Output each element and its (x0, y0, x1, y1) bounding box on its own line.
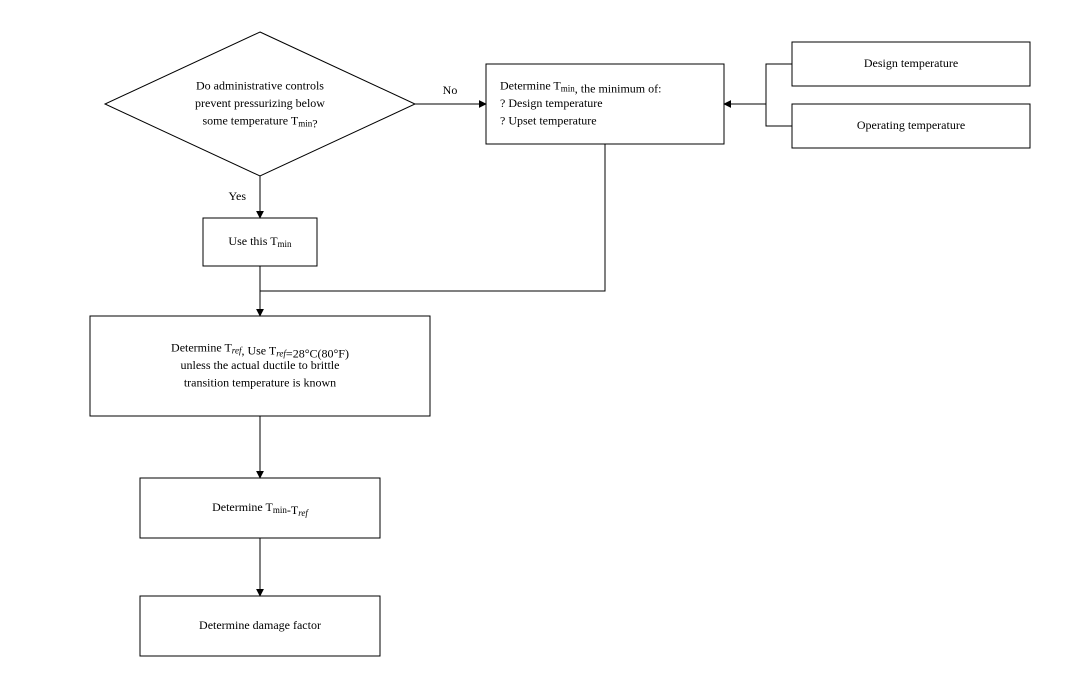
edge-decision-yes: Yes (229, 176, 260, 218)
node-proc_damage: Determine damage factor (140, 596, 380, 656)
svg-text:Determine damage factor: Determine damage factor (199, 618, 321, 632)
svg-text:? Upset temperature: ? Upset temperature (500, 113, 597, 127)
svg-text:prevent pressurizing below: prevent pressurizing below (195, 96, 325, 110)
svg-text:Use this Tmin: Use this Tmin (228, 234, 292, 249)
node-input_design_temp: Design temperature (792, 42, 1030, 86)
svg-text:unless the actual ductile to b: unless the actual ductile to brittle (181, 358, 340, 372)
svg-text:some temperature Tmin?: some temperature Tmin? (202, 113, 317, 130)
edge-inputs-to-determine-design (766, 64, 792, 104)
node-proc_determine_tmin: Determine Tmin, the minimum of: ? Design… (486, 64, 724, 144)
svg-text:Operating temperature: Operating temperature (857, 118, 965, 132)
svg-text:? Design temperature: ? Design temperature (500, 96, 603, 110)
node-input_operating_temp: Operating temperature (792, 104, 1030, 148)
node-proc_tref: Determine Tref, Use Tref=28°C(80°F)unles… (90, 316, 430, 416)
svg-text:Determine Tmin, the minimum of: Determine Tmin, the minimum of: (500, 78, 661, 95)
node-decision: Do administrative controls prevent pressu… (105, 32, 415, 176)
svg-text:transition temperature is know: transition temperature is known (184, 375, 336, 389)
node-proc_use_tmin: Use this Tmin (203, 218, 317, 266)
svg-text:No: No (443, 83, 458, 97)
svg-text:Do administrative controls: Do administrative controls (196, 78, 324, 92)
edge-inputs-to-determine-operating (766, 104, 792, 126)
svg-text:Design temperature: Design temperature (864, 56, 958, 70)
svg-text:Yes: Yes (229, 189, 247, 203)
node-proc_diff: Determine Tmin-Tref (140, 478, 380, 538)
svg-text:Determine Tmin-Tref: Determine Tmin-Tref (212, 500, 309, 518)
edge-decision-no: No (415, 83, 486, 104)
